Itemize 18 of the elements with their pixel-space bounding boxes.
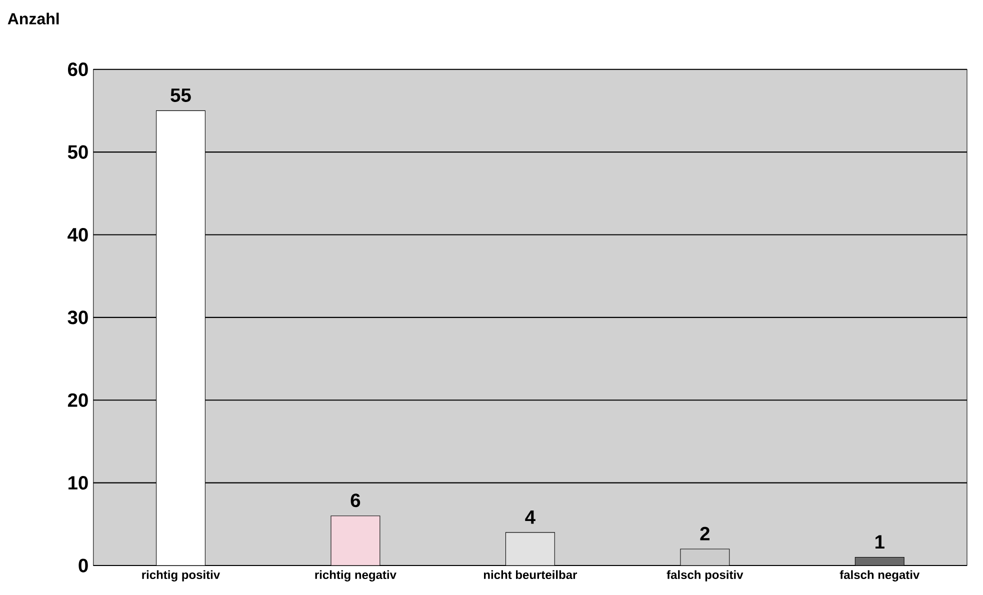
- x-tick-label: falsch positiv: [666, 570, 744, 582]
- x-tick-label: richtig positiv: [142, 570, 220, 582]
- y-tick-label: 60: [68, 62, 88, 76]
- y-tick-label: 0: [78, 558, 88, 572]
- y-tick-label: 10: [68, 476, 88, 490]
- data-label: 2: [700, 526, 710, 540]
- x-tick-label: nicht beurteilbar: [484, 570, 578, 580]
- y-tick-label: 30: [68, 310, 88, 324]
- data-label: 4: [525, 510, 536, 524]
- x-tick-label: richtig negativ: [315, 570, 396, 582]
- data-label: 1: [876, 535, 884, 549]
- y-tick-label: 50: [68, 145, 88, 159]
- y-axis-title: Anzahl: [8, 12, 59, 25]
- x-tick-label: falsch negativ: [840, 570, 920, 582]
- data-label: 55: [170, 88, 191, 102]
- data-label: 6: [350, 494, 360, 508]
- y-tick-label: 40: [68, 228, 88, 242]
- y-tick-label: 20: [68, 393, 88, 407]
